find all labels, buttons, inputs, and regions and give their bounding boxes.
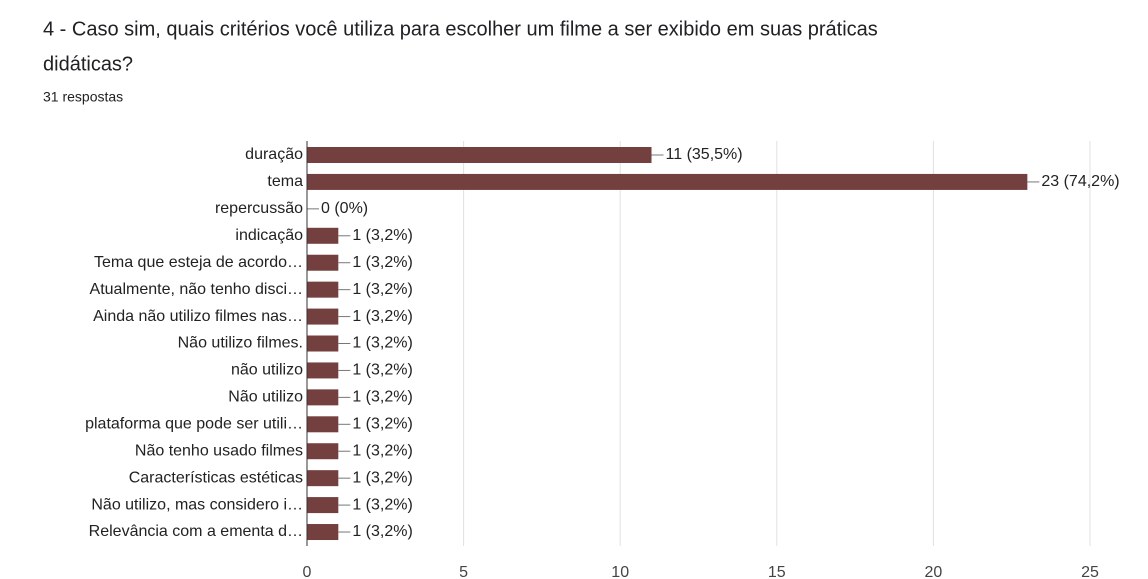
bar xyxy=(307,443,339,460)
bar xyxy=(307,524,339,541)
bar xyxy=(307,362,339,379)
bar xyxy=(307,227,339,244)
y-tick-label: Relevância com a ementa d… xyxy=(89,523,303,540)
y-tick-label: não utilizo xyxy=(231,362,303,379)
y-tick-label: tema xyxy=(267,173,303,190)
x-tick-label: 5 xyxy=(459,564,468,579)
value-label: 1 (3,2%) xyxy=(352,281,412,298)
y-tick-label: repercussão xyxy=(215,200,303,217)
value-label: 11 (35,5%) xyxy=(666,146,743,163)
y-tick-label: Não utilizo, mas considero i… xyxy=(91,496,303,513)
bar xyxy=(307,416,339,433)
value-label: 1 (3,2%) xyxy=(352,335,412,352)
value-label: 1 (3,2%) xyxy=(352,254,412,271)
value-label: 23 (74,2%) xyxy=(1041,173,1119,190)
bar xyxy=(307,335,339,352)
value-label: 1 (3,2%) xyxy=(352,362,412,379)
x-tick-label: 25 xyxy=(1081,564,1099,579)
bar xyxy=(307,281,339,298)
y-tick-label: Não tenho usado filmes xyxy=(135,442,303,459)
bar xyxy=(307,308,339,325)
y-tick-label: Não utilizo xyxy=(228,389,303,406)
chart-title: didáticas? xyxy=(43,53,133,75)
y-tick-label: duração xyxy=(245,146,303,163)
y-tick-label: Não utilizo filmes. xyxy=(178,335,303,352)
chart-title: 4 - Caso sim, quais critérios você utili… xyxy=(43,18,878,40)
x-tick-label: 20 xyxy=(925,564,943,579)
y-tick-label: Ainda não utilizo filmes nas… xyxy=(93,308,303,325)
y-tick-label: plataforma que pode ser utili… xyxy=(85,416,303,433)
y-tick-label: indicação xyxy=(235,227,303,244)
bar xyxy=(307,147,652,163)
x-tick-label: 15 xyxy=(768,564,786,579)
bar xyxy=(307,497,339,514)
x-tick-label: 10 xyxy=(611,564,629,579)
value-label: 1 (3,2%) xyxy=(352,496,412,513)
value-label: 1 (3,2%) xyxy=(352,308,412,325)
value-label: 1 (3,2%) xyxy=(352,227,412,244)
value-label: 1 (3,2%) xyxy=(352,523,412,540)
y-tick-label: Tema que esteja de acordo… xyxy=(94,254,303,271)
bar xyxy=(307,254,339,271)
value-label: 1 (3,2%) xyxy=(352,416,412,433)
value-label: 0 (0%) xyxy=(321,200,368,217)
chart-subtitle: 31 respostas xyxy=(43,89,123,105)
bar xyxy=(307,173,1028,190)
value-label: 1 (3,2%) xyxy=(352,389,412,406)
value-label: 1 (3,2%) xyxy=(352,442,412,459)
y-tick-label: Características estéticas xyxy=(129,469,303,486)
bar xyxy=(307,389,339,406)
x-tick-label: 0 xyxy=(303,564,312,579)
y-tick-label: Atualmente, não tenho disci… xyxy=(90,281,303,298)
bar xyxy=(307,470,339,487)
value-label: 1 (3,2%) xyxy=(352,469,412,486)
